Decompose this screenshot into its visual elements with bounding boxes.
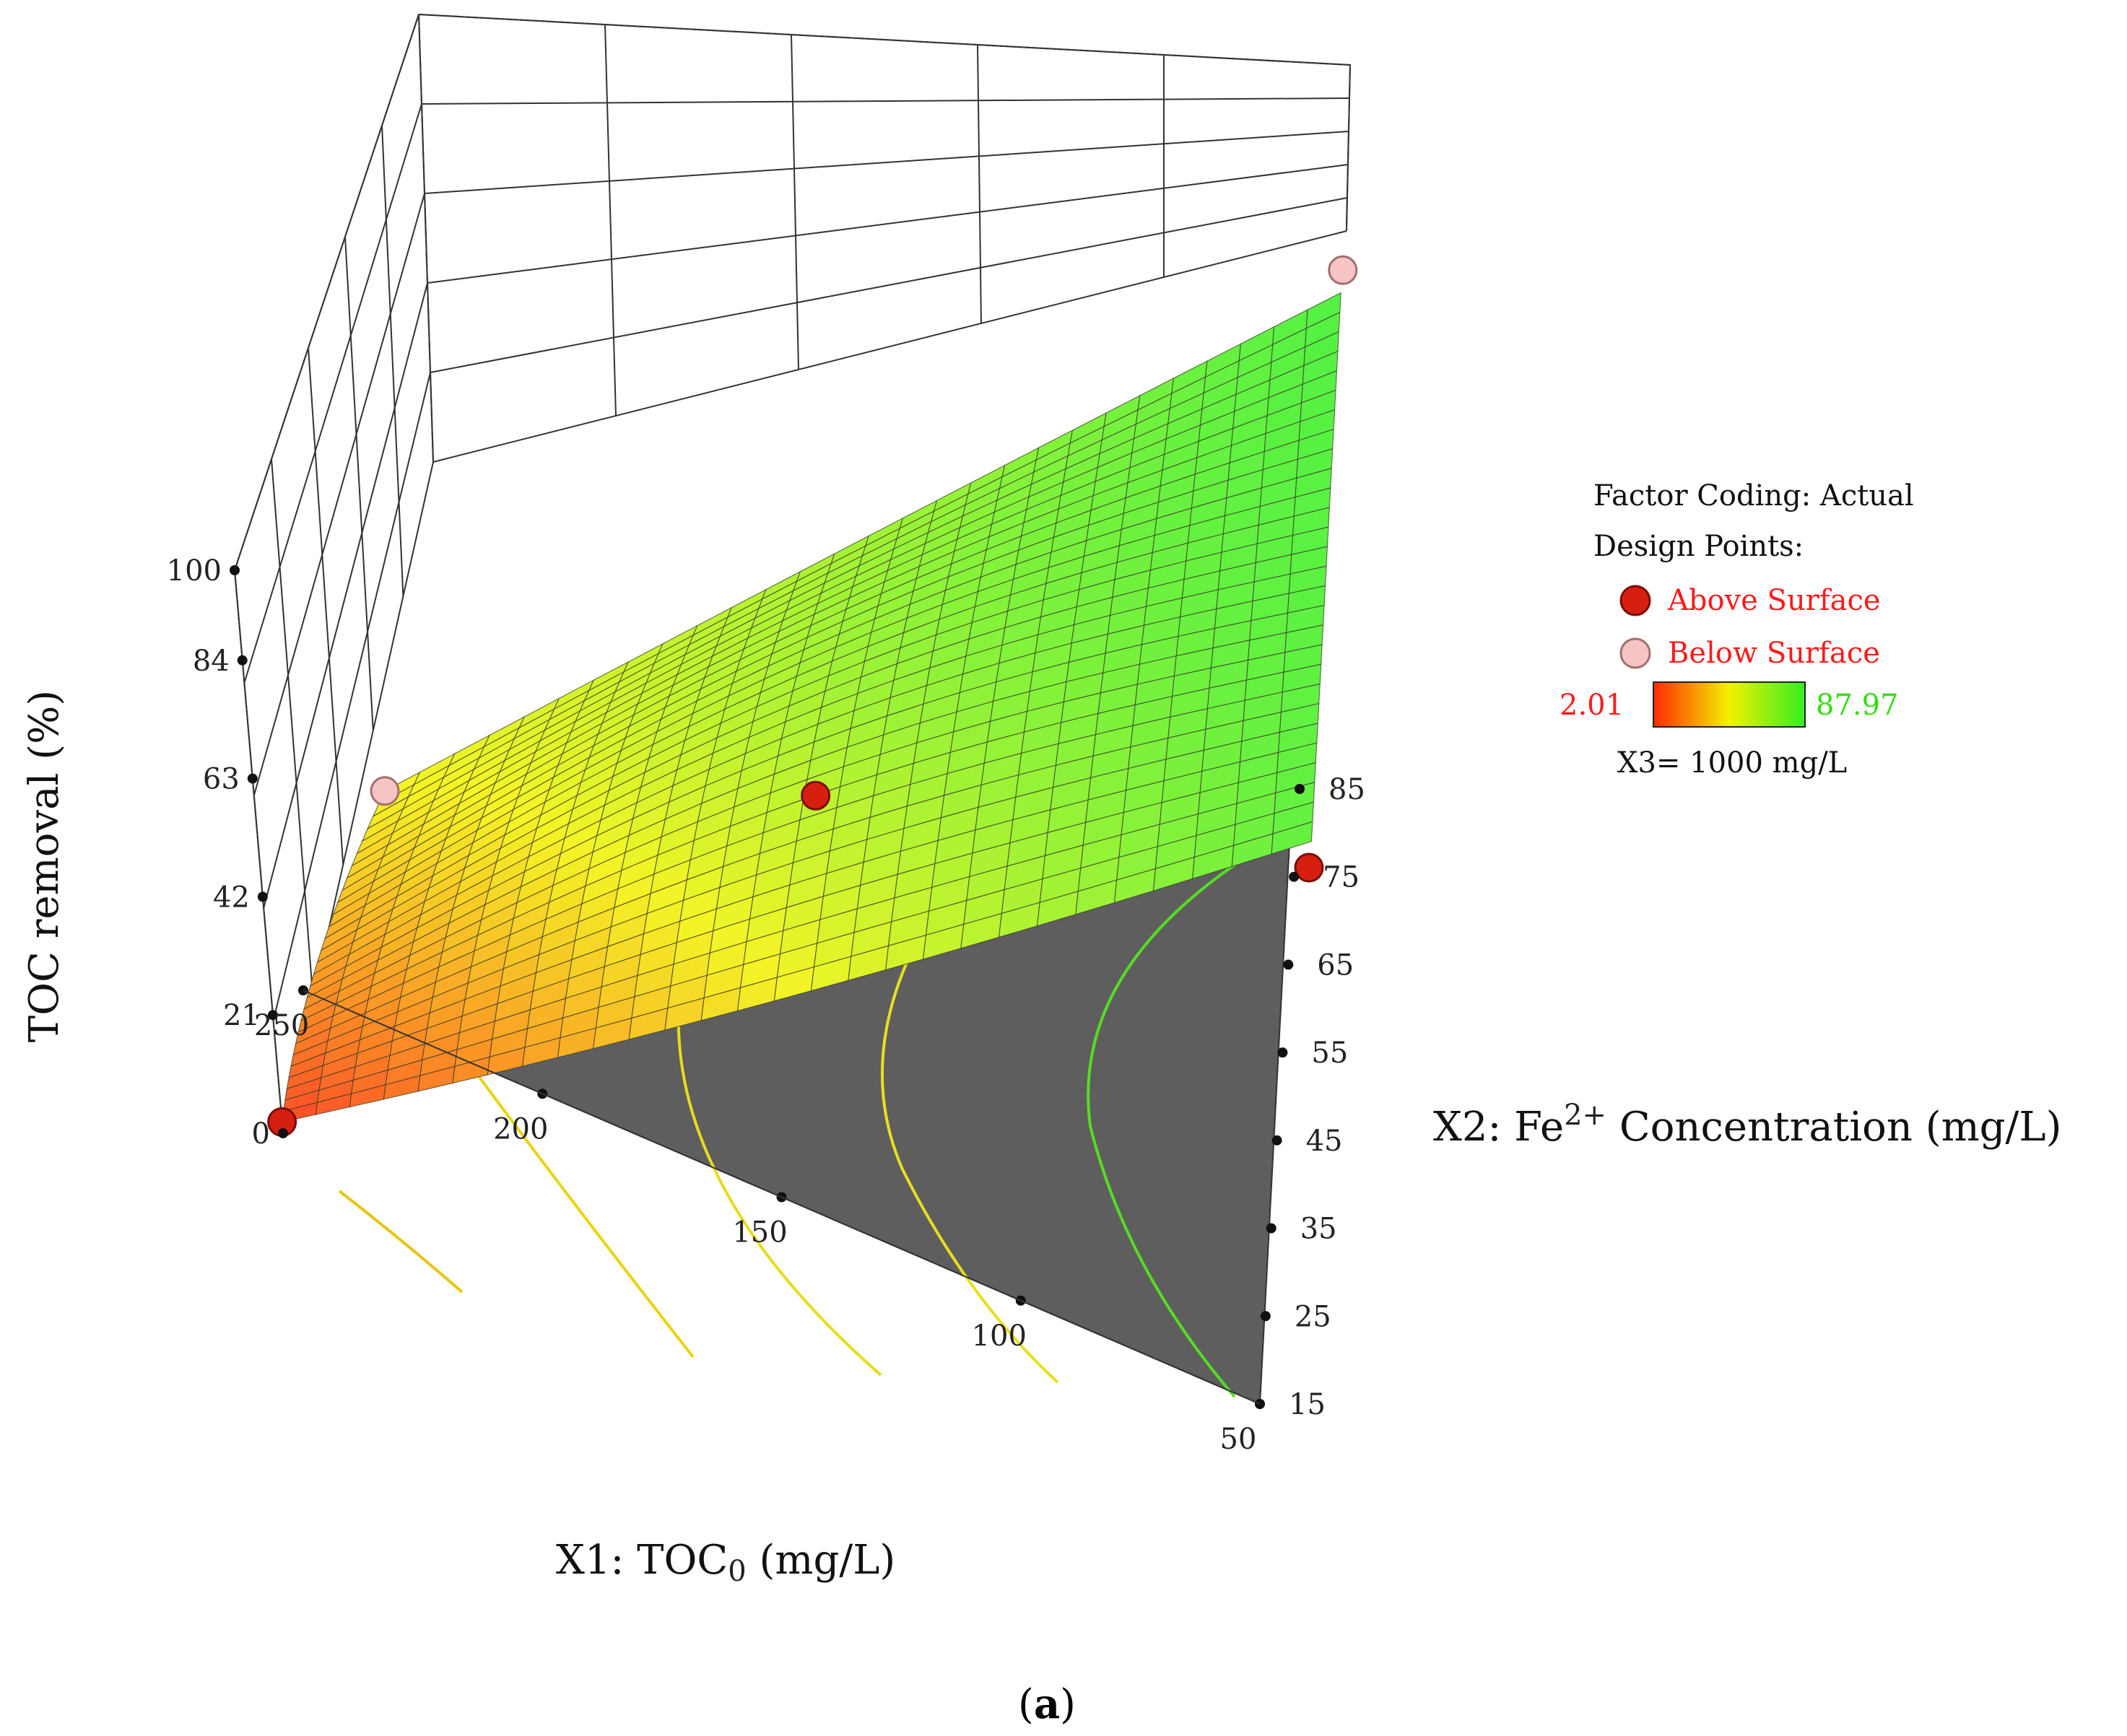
x2-tick-dot	[1260, 1311, 1271, 1322]
legend-factor-coding: Factor Coding: Actual	[1593, 479, 1914, 512]
design-point-below	[370, 776, 400, 806]
back-wall-vline	[1346, 64, 1351, 232]
legend-design-points-title: Design Points:	[1593, 530, 1804, 563]
legend: Factor Coding: Actual Design Points: Abo…	[1560, 479, 1914, 780]
design-points	[267, 255, 1358, 1137]
caption-letter: a	[1034, 1680, 1060, 1728]
axis-ticks: 0 21 42 63 84 100 250 200 150 100 50 15 25 35 45 55 65 75…	[167, 554, 1365, 1456]
z-tick-label: 0	[252, 1117, 270, 1151]
caption-open: (	[1018, 1681, 1034, 1728]
z-tick-dot	[230, 565, 240, 575]
back-wall-vline	[604, 24, 617, 416]
x1-axis-title-subscript: 0	[728, 1555, 746, 1588]
z-tick-dot	[237, 655, 248, 666]
x1-tick-label: 250	[254, 1009, 309, 1042]
left-wall-vline	[381, 125, 404, 597]
figure-caption: (a)	[1018, 1680, 1076, 1728]
surface-cell	[1305, 292, 1341, 329]
z-tick-dot	[247, 773, 258, 784]
back-wall-hline	[418, 14, 1351, 66]
legend-x3-note: X3= 1000 mg/L	[1617, 746, 1847, 780]
z-tick-label: 42	[213, 881, 250, 914]
contour-line	[338, 1190, 464, 1294]
design-point-above	[801, 780, 831, 811]
contour-floor	[303, 788, 1294, 1405]
caption-close: )	[1060, 1681, 1076, 1728]
x2-tick-dot	[1283, 959, 1294, 970]
x2-tick-dot	[1277, 1047, 1288, 1058]
left-wall-hline	[243, 103, 422, 684]
z-axis-title: TOC removal (%)	[21, 690, 68, 1042]
x1-axis-title: X1: TOC0 (mg/L)	[556, 1537, 895, 1588]
left-wall-hline	[272, 372, 431, 1021]
legend-high-value: 87.97	[1816, 689, 1899, 722]
legend-below-marker	[1619, 637, 1651, 669]
x2-axis-title: X2: Fe2+ Concentration (mg/L)	[1433, 1099, 2061, 1151]
x2-axis-title-main: X2: Fe	[1433, 1104, 1564, 1151]
legend-below-label: Below Surface	[1668, 637, 1880, 670]
left-wall-hline	[234, 14, 419, 571]
back-wall-hline	[424, 131, 1349, 194]
x2-tick-label: 35	[1300, 1213, 1337, 1246]
legend-color-bar	[1653, 681, 1806, 728]
contour-line	[1087, 836, 1279, 1398]
x1-tick-label: 150	[732, 1216, 787, 1249]
contour-line	[881, 920, 1059, 1384]
x1-tick-label: 50	[1220, 1423, 1257, 1456]
design-point-above	[1294, 852, 1324, 883]
back-wall-hline	[421, 97, 1350, 105]
x2-tick-label: 85	[1328, 773, 1365, 806]
design-point-below	[1328, 255, 1358, 285]
left-wall-hline	[263, 282, 428, 909]
z-tick-label: 21	[223, 999, 260, 1032]
x2-tick-label: 25	[1295, 1300, 1331, 1333]
left-wall-vline	[344, 236, 374, 731]
x2-tick-label: 15	[1289, 1388, 1326, 1421]
contour-line	[677, 1006, 882, 1377]
x1-axis-line	[303, 990, 1261, 1405]
x2-tick-label: 55	[1311, 1037, 1348, 1070]
back-wall-hline	[427, 164, 1349, 284]
x1-tick-label: 200	[493, 1112, 548, 1146]
back-wall-hline	[432, 230, 1347, 463]
x2-tick-dot	[1295, 784, 1305, 794]
z-tick-label: 63	[203, 763, 240, 796]
x2-tick-label: 75	[1323, 861, 1360, 894]
legend-above-label: Above Surface	[1667, 584, 1881, 617]
x2-tick-dot	[1271, 1135, 1282, 1146]
left-wall-vline	[271, 458, 314, 1000]
back-wall-vline	[977, 44, 982, 324]
x2-axis-title-superscript: 2+	[1564, 1099, 1606, 1132]
x2-axis-title-unit: Concentration (mg/L)	[1606, 1104, 2061, 1151]
left-wall-vline	[418, 14, 434, 463]
z-tick-dot	[257, 891, 268, 902]
left-wall-vline	[308, 347, 344, 865]
x2-tick-dot	[1266, 1223, 1276, 1234]
back-wall-hline	[430, 197, 1348, 373]
z-tick-label: 84	[193, 645, 230, 678]
x2-tick-label: 45	[1306, 1125, 1343, 1158]
x2-tick-label: 65	[1317, 948, 1354, 982]
response-surface	[282, 292, 1341, 1123]
z-axis-line	[234, 570, 284, 1134]
x1-tick-label: 100	[972, 1320, 1027, 1353]
z-tick-label: 100	[167, 554, 222, 588]
contour-line	[471, 1067, 695, 1358]
legend-above-marker	[1619, 585, 1651, 616]
legend-low-value: 2.01	[1560, 689, 1624, 722]
x1-axis-title-main: X1: TOC	[556, 1537, 728, 1584]
x2-tick-dot	[1289, 871, 1300, 882]
z-tick-dot	[267, 1010, 278, 1021]
z-tick-dot	[278, 1128, 288, 1138]
left-wall-hline	[253, 193, 425, 796]
back-wall-grid	[234, 13, 1352, 1134]
x1-axis-title-unit: (mg/L)	[747, 1537, 896, 1584]
back-wall-vline	[791, 34, 799, 370]
